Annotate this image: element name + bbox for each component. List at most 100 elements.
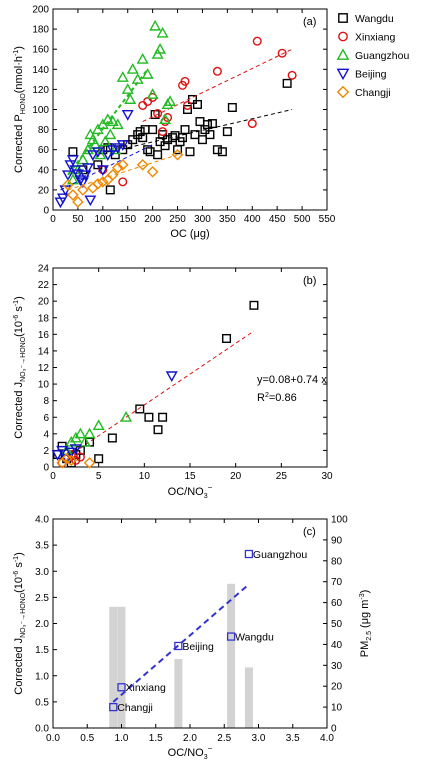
point-label: Beijing (182, 641, 214, 653)
x-tick-label: 10 (139, 471, 151, 482)
legend-marker (338, 13, 348, 23)
x-tick-label: 25 (276, 471, 288, 482)
data-point (106, 169, 119, 181)
data-point (212, 66, 222, 76)
data-point (158, 412, 168, 422)
data-point (159, 113, 172, 125)
series-beijing (54, 110, 153, 209)
series-wangdu (68, 78, 293, 195)
y-tick-label: 140 (32, 65, 49, 76)
data-point (226, 632, 236, 641)
data-point (97, 176, 109, 188)
data-point (106, 115, 119, 127)
data-point (222, 333, 232, 343)
legend-label: Beijing (355, 69, 387, 81)
x-tick-label: 350 (219, 214, 236, 225)
data-point (153, 150, 163, 160)
y-tick-label: 1.5 (35, 645, 49, 656)
data-point (66, 173, 79, 185)
data-point (77, 184, 89, 196)
y-tick-label: 2.5 (35, 593, 49, 604)
data-point (101, 150, 114, 161)
x-tick-label: 2.5 (217, 733, 231, 744)
data-point (287, 70, 297, 80)
data-point (83, 427, 96, 439)
data-point (105, 185, 115, 195)
data-point (143, 145, 153, 155)
fit-line (127, 109, 293, 149)
point-label: Xinxiang (126, 682, 166, 694)
data-point (92, 419, 105, 431)
point-label: Wangdu (235, 632, 274, 644)
y-tick-label: 60 (38, 145, 50, 156)
data-point (116, 140, 129, 151)
x-axis-label: OC (μg) (170, 228, 209, 240)
data-point (165, 371, 178, 383)
fit-r2: R2=0.86 (257, 392, 297, 404)
data-point (81, 143, 94, 155)
y-tick-label: 4.0 (35, 515, 49, 526)
data-point (104, 128, 117, 140)
x-tick-label: 100 (94, 214, 111, 225)
data-point (146, 88, 159, 99)
data-point (180, 76, 190, 86)
data-point (133, 130, 143, 140)
fit-line (61, 330, 255, 461)
point-label: Changji (117, 702, 153, 714)
data-point (74, 175, 87, 187)
plot-frame (52, 8, 328, 211)
y2-tick-label: 30 (331, 661, 343, 672)
data-point (106, 145, 119, 156)
data-point (99, 135, 112, 147)
y-tick-label: 0 (43, 463, 49, 474)
x-tick-label: 300 (194, 214, 211, 225)
y2-tick-label: 90 (331, 535, 343, 546)
data-point (51, 450, 64, 461)
data-point (128, 135, 138, 145)
data-point (91, 147, 104, 158)
data-point (151, 47, 164, 59)
data-point (135, 127, 145, 137)
data-point (111, 118, 124, 130)
legend-label: Xinxiang (355, 32, 395, 44)
y2-tick-label: 40 (331, 640, 343, 651)
data-point (161, 98, 174, 109)
data-point (252, 36, 262, 46)
panel-b: 0 5 10 15 20 25 30024681012141618202224OC/NO3−… (13, 264, 333, 501)
data-point (244, 549, 254, 559)
x-tick-label: 3.0 (252, 733, 266, 744)
data-point (153, 425, 163, 435)
data-point (117, 683, 126, 692)
y-tick-label: 16 (38, 330, 50, 341)
x-tick-label: 2.0 (183, 733, 197, 744)
x-axis-label: OC/NO3− (168, 483, 213, 500)
data-point (140, 125, 150, 135)
data-point (222, 127, 232, 137)
data-point (192, 99, 202, 109)
data-point (81, 163, 94, 175)
data-point (197, 135, 207, 145)
data-point (190, 130, 200, 140)
data-point (74, 427, 87, 439)
y-tick-label: 200 (32, 5, 49, 16)
legend-label: Changji (355, 87, 391, 99)
data-point (144, 412, 154, 422)
x-tick-label: 0.0 (46, 733, 60, 744)
pm-bar (227, 583, 236, 728)
y2-tick-label: 60 (331, 598, 343, 609)
y-tick-label: 20 (38, 185, 50, 196)
data-point (158, 130, 168, 140)
data-point (78, 435, 91, 447)
data-point (71, 169, 84, 181)
data-point (76, 177, 89, 189)
y-tick-label: 18 (38, 313, 50, 324)
y-tick-label: 80 (38, 125, 50, 136)
series-xinxiang (98, 36, 297, 187)
data-point (109, 702, 118, 712)
pm-bar (109, 606, 118, 728)
fit-line (67, 154, 178, 191)
data-point (174, 641, 183, 651)
x-tick-label: 250 (169, 214, 186, 225)
point-label: Guangzhou (253, 549, 307, 561)
data-point (60, 454, 73, 465)
